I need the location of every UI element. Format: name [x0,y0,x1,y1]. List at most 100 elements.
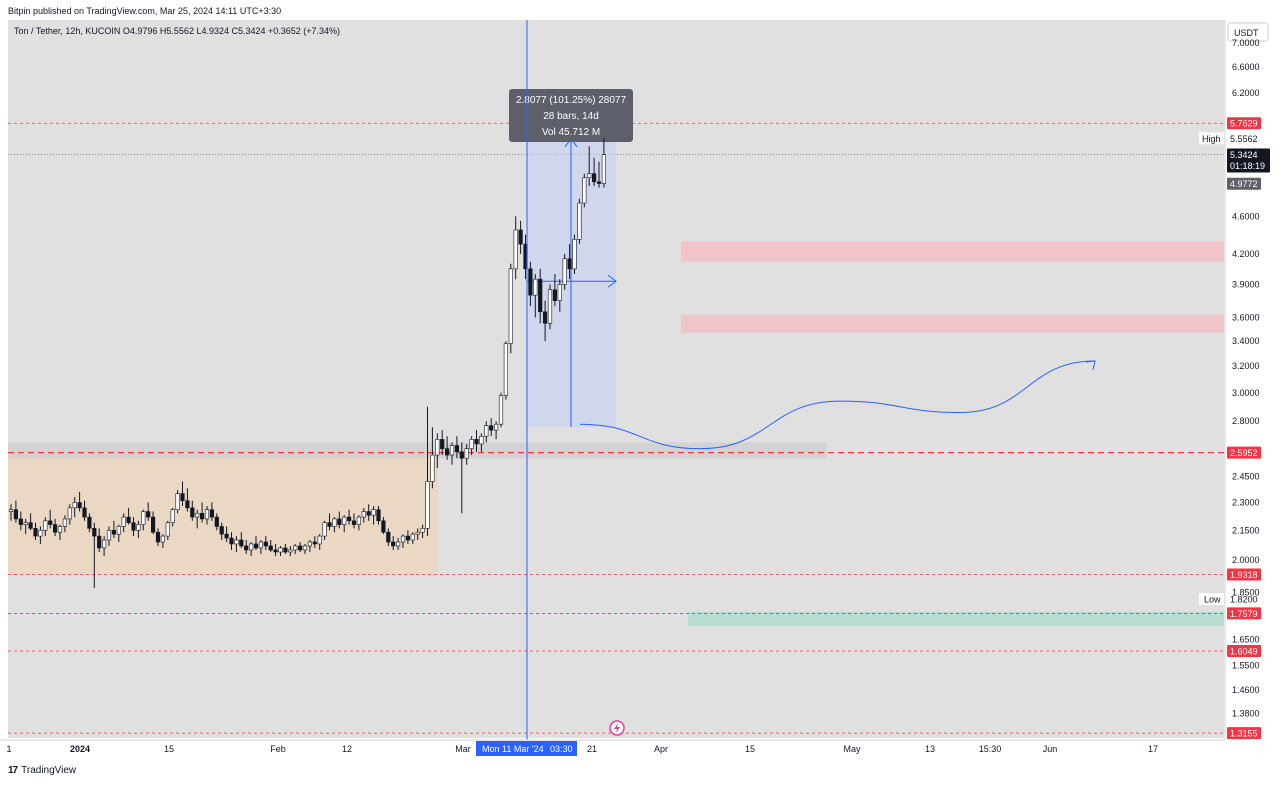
candle-body [420,528,425,533]
candle-body [297,545,303,551]
candle-body [459,451,464,459]
price-tick-label: 6.2000 [1232,88,1260,98]
candle-body [185,500,190,509]
candle-body [351,520,357,525]
zone-range [8,453,438,575]
candle-body [190,507,195,518]
candle-body [288,549,293,553]
price-tick-label: 1.4600 [1232,685,1260,695]
candle-body [111,529,116,535]
level-price-tag-label: 1.6049 [1230,647,1258,657]
level-price-tag [1227,607,1261,620]
high-label: High [1202,134,1221,144]
candle-body [72,502,77,509]
candle-body [567,258,572,270]
time-axis [0,740,1225,758]
candle-body [591,173,597,183]
candle-body [239,539,244,547]
candles-layer [8,138,606,588]
measure-info-box [509,89,633,142]
candle-body [332,518,337,527]
chart-legend: Ton / Tether, 12h, KUCOIN O4.9796 H5.556… [14,26,340,36]
candle-body [268,545,273,551]
candle-body [97,535,102,549]
price-tick-label: 1.3800 [1232,708,1260,718]
candle-body [258,541,264,549]
prev-close-tag [1227,177,1261,190]
candle-body [43,520,48,531]
candle-body [219,526,224,535]
event-marker-icon[interactable] [609,720,625,736]
candle-body [508,268,513,344]
candle-body [346,516,352,522]
candle-body [386,531,391,543]
candle-body [146,511,151,518]
candle-body [562,258,567,285]
level-price-tag-label: 1.7579 [1230,609,1258,619]
candle-body [547,289,553,324]
time-tick-label: 15:30 [979,744,1002,754]
candle-body [253,543,259,549]
level-price-tag [1227,727,1261,740]
measure-tool[interactable]: 2.8077 (101.25%) 28077 28 bars, 14d Vol 45… [509,89,633,428]
candle-body [13,509,19,520]
candle-body [57,526,63,533]
time-tick-label: Feb [270,744,286,754]
candle-body [82,507,87,518]
candle-body [214,516,219,527]
time-tick-label: 13 [925,744,935,754]
candle-body [533,278,538,296]
candle-body [542,311,548,324]
candle-body [23,522,28,525]
candle-body [493,423,499,431]
candle-body [582,177,587,204]
candle-body [552,289,557,301]
price-tick-label: 2.0000 [1232,555,1260,565]
candle-body [489,425,494,431]
price-tick-label: 1.8500 [1232,587,1260,597]
candle-body [513,229,518,270]
candle-body [87,516,92,529]
candle-body [116,526,121,535]
candle-body [518,229,523,245]
candle-body [449,445,455,456]
candle-body [52,524,58,533]
currency-box[interactable] [1227,22,1269,42]
candle-body [322,522,327,537]
candle-body [28,522,33,529]
candle-body [577,202,582,240]
last-price-countdown: 01:18:19 [1230,161,1265,171]
candle-body [165,522,170,537]
footer: 17 TradingView [8,765,76,776]
time-tick-label: 15 [745,744,755,754]
low-label-box [1199,593,1224,606]
time-tick-label: Jun [1043,744,1058,754]
time-ticks: 1 2024 15 Feb 12 Mar 21 Apr 15 May 13 15:30 Jun 17 [6,744,1158,754]
candle-body [469,439,474,449]
projection-layer [579,360,1096,450]
measure-bars: 28 bars, 14d [543,111,599,122]
candle-body [356,516,362,525]
time-tick-label: 21 [587,744,597,754]
prev-close-value: 4.9772 [1230,179,1258,189]
candle-body [155,531,161,543]
candle-body [180,493,185,501]
candle-body [209,509,215,518]
candle-body [151,516,156,533]
time-tick-label: May [843,744,861,754]
candle-body [244,545,249,551]
candle-body [479,435,484,445]
candle-body [224,533,229,539]
time-tick-label: 17 [1148,744,1158,754]
candle-body [195,513,200,518]
last-price-tag [1227,148,1270,173]
time-tick-label: 15 [164,744,174,754]
candle-body [293,545,298,551]
candle-body [596,181,602,184]
candle-body [538,278,543,313]
candle-body [141,511,146,525]
price-axis [1225,20,1272,740]
candle-body [503,343,509,396]
zone-band [8,442,827,459]
